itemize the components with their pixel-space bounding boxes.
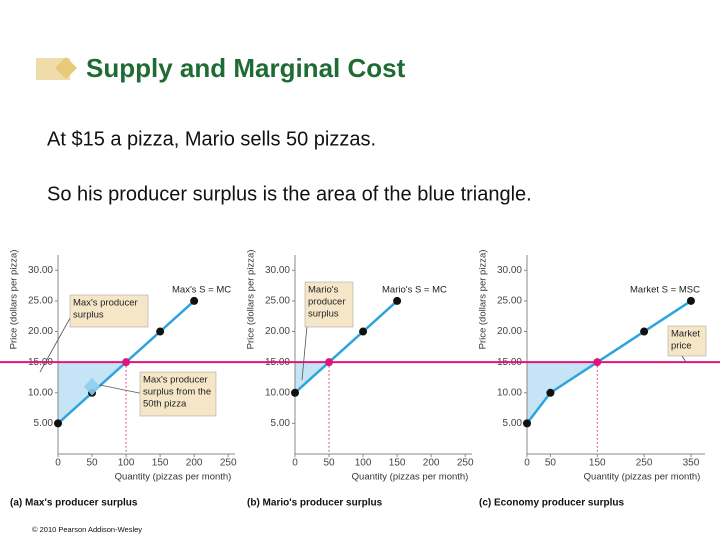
x-tick-label: 200: [423, 458, 440, 469]
x-tick-label: 150: [152, 458, 169, 469]
marginal-diamond: [84, 377, 101, 396]
supply-point: [156, 327, 165, 336]
annotation-pointer: [99, 384, 145, 395]
supply-point: [593, 358, 602, 367]
x-tick-label: 100: [355, 458, 372, 469]
y-tick-label: 25.00: [28, 296, 53, 307]
panel-caption: (b) Mario's producer surplus: [247, 498, 383, 509]
footer: © 2010 Pearson Addison-Wesley: [32, 525, 142, 534]
y-tick-label: 10.00: [497, 387, 522, 398]
panel-caption: (a) Max's producer surplus: [10, 498, 138, 509]
x-axis-title: Quantity (pizzas per month): [115, 472, 232, 483]
supply-point: [359, 327, 368, 336]
y-tick-label: 25.00: [265, 296, 290, 307]
annotation-text: Max's producer: [143, 375, 208, 386]
annotation-text: surplus from the: [143, 387, 211, 398]
y-tick-label: 20.00: [28, 326, 53, 337]
annotation-text: surplus: [73, 310, 104, 321]
supply-point: [291, 388, 299, 397]
annotation-box: [139, 371, 217, 417]
x-tick-label: 0: [292, 458, 298, 469]
supply-point: [122, 358, 131, 367]
body-line: At $15 a pizza, Mario sells 50 pizzas.: [47, 128, 376, 150]
x-tick-label: 50: [86, 458, 98, 469]
surplus-area: [527, 362, 598, 424]
supply-point: [640, 327, 649, 336]
y-tick-label: 20.00: [265, 326, 290, 337]
annotation-text: Market: [671, 329, 700, 340]
x-tick-label: 50: [545, 458, 557, 469]
x-tick-label: 250: [457, 458, 474, 469]
annotation-text: producer: [308, 297, 346, 308]
annotation-pointer: [39, 310, 75, 373]
annotation-box: [667, 325, 707, 357]
x-tick-label: 200: [186, 458, 203, 469]
y-tick-label: 5.00: [34, 418, 54, 429]
x-axis-title: Quantity (pizzas per month): [352, 472, 469, 483]
x-tick-label: 250: [636, 458, 653, 469]
supply-point: [393, 296, 402, 305]
supply-point: [190, 296, 199, 305]
y-tick-label: 20.00: [497, 326, 522, 337]
annotation-text: 50th pizza: [143, 399, 187, 410]
x-tick-label: 250: [220, 458, 237, 469]
x-tick-label: 350: [683, 458, 700, 469]
x-tick-label: 100: [118, 458, 135, 469]
supply-point: [686, 296, 695, 305]
supply-line: [294, 299, 398, 394]
supply-point: [523, 419, 531, 428]
y-tick-label: 30.00: [265, 265, 290, 276]
x-tick-label: 0: [524, 458, 530, 469]
x-tick-label: 150: [589, 458, 606, 469]
series-label: Market S = MSC: [630, 285, 700, 296]
x-tick-label: 0: [55, 458, 61, 469]
y-axis-title: Price (dollars per pizza): [9, 250, 20, 350]
y-tick-label: 10.00: [265, 387, 290, 398]
x-axis-title: Quantity (pizzas per month): [584, 472, 701, 483]
y-tick-label: 5.00: [271, 418, 291, 429]
annotation-text: surplus: [308, 309, 339, 320]
y-axis-title: Price (dollars per pizza): [478, 250, 489, 350]
y-tick-label: 25.00: [497, 296, 522, 307]
series-label: Max's S = MC: [172, 285, 231, 296]
y-tick-label: 10.00: [28, 387, 53, 398]
supply-point: [325, 358, 334, 367]
y-tick-label: 5.00: [503, 418, 523, 429]
x-tick-label: 50: [323, 458, 335, 469]
supply-point: [54, 419, 62, 428]
annotation-text: Mario's: [308, 285, 339, 296]
body-line: So his producer surplus is the area of t…: [47, 183, 532, 205]
annotation-text: Max's producer: [73, 298, 138, 309]
annotation-text: price: [671, 341, 692, 352]
y-tick-label: 30.00: [497, 265, 522, 276]
annotation-box: [304, 281, 354, 328]
slide-title: Supply and Marginal Cost: [86, 53, 406, 83]
annotation-box: [69, 294, 149, 328]
y-axis-title: Price (dollars per pizza): [246, 250, 257, 350]
series-label: Mario's S = MC: [382, 285, 447, 296]
x-tick-label: 150: [389, 458, 406, 469]
title-diamond-icon: [55, 57, 77, 79]
supply-point: [546, 388, 555, 397]
y-tick-label: 30.00: [28, 265, 53, 276]
panel-caption: (c) Economy producer surplus: [479, 498, 624, 509]
